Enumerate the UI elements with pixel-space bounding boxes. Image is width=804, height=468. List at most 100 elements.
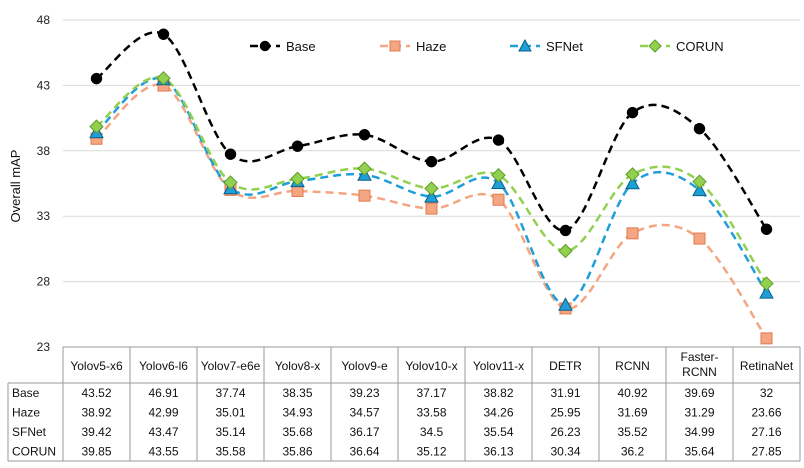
data-point-haze [760, 332, 773, 345]
table-cell: 43.47 [148, 425, 178, 439]
table-cell: 23.66 [751, 405, 781, 419]
data-point-base [760, 223, 773, 236]
y-tick-label: 38 [37, 144, 51, 158]
legend-marker-corun [648, 39, 662, 53]
table-cell: 39.69 [684, 386, 714, 400]
legend-label-haze: Haze [416, 39, 446, 54]
table-row-label-haze: Haze [12, 405, 40, 419]
table-cell: 36.64 [349, 444, 379, 458]
data-point-base [224, 148, 237, 160]
category-label: DETR [549, 359, 582, 373]
legend-marker-base [259, 40, 271, 52]
table-cell: 35.54 [483, 425, 513, 439]
category-label: Yolov11-x [473, 359, 524, 373]
table-cell: 38.35 [282, 386, 312, 400]
series-line-base [95, 31, 768, 232]
category-label: RCNN [615, 359, 650, 373]
data-point-sfnet [491, 175, 506, 189]
category-label: Yolov8-x [275, 359, 321, 373]
table-cell: 35.52 [617, 425, 647, 439]
data-point-corun [625, 167, 640, 182]
category-label: RetinaNet [740, 359, 794, 373]
data-point-haze [693, 232, 706, 245]
table-cell: 46.91 [148, 386, 178, 400]
data-point-sfnet [625, 175, 640, 190]
legend-label-sfnet: SFNet [546, 39, 583, 54]
table-cell: 34.99 [684, 425, 714, 439]
table-cell: 30.34 [550, 444, 580, 458]
table-cell: 36.2 [621, 444, 645, 458]
category-label: Yolov6-l6 [139, 359, 188, 373]
data-point-sfnet [692, 182, 707, 197]
table-row-label-corun: CORUN [12, 444, 56, 458]
y-tick-label: 28 [37, 275, 51, 289]
data-point-corun [156, 70, 171, 86]
category-label: Yolov7-e6e [201, 359, 261, 373]
table-cell: 38.92 [81, 405, 111, 419]
data-table: Yolov5-x6 Yolov6-l6 Yolov7-e6e Yolov8-x Yolo… [7, 346, 801, 462]
data-point-haze [492, 193, 505, 206]
data-point-corun [491, 168, 506, 183]
table-cell: 32 [760, 386, 774, 400]
y-axis-label: Overall mAP [8, 150, 23, 223]
table-cell: 37.74 [215, 386, 245, 400]
y-tick-label: 43 [37, 78, 51, 92]
table-cell: 43.55 [148, 444, 178, 458]
table-cell: 33.58 [416, 405, 446, 419]
table-cell: 35.12 [416, 444, 446, 458]
table-row-label-base: Base [12, 386, 40, 400]
data-point-sfnet [759, 285, 774, 299]
data-point-corun [290, 171, 305, 186]
category-label: Faster- [680, 350, 718, 364]
data-point-base [425, 155, 438, 168]
table-cell: 36.17 [349, 425, 379, 439]
table-cell: 31.29 [684, 405, 714, 419]
table-cell: 38.82 [483, 386, 513, 400]
data-point-base [358, 128, 371, 141]
table-cell: 35.64 [684, 444, 714, 458]
table-cell: 34.5 [420, 425, 444, 439]
legend-label-base: Base [286, 39, 316, 54]
table-cell: 31.91 [550, 386, 580, 400]
data-point-corun [424, 181, 439, 196]
data-point-base [157, 28, 170, 41]
table-cell: 34.93 [282, 405, 312, 419]
data-point-corun [759, 276, 774, 291]
table-cell: 39.42 [81, 425, 111, 439]
table-cell: 42.99 [148, 405, 178, 419]
legend-marker-sfnet [518, 38, 532, 52]
legend-marker-haze [389, 40, 401, 52]
data-point-haze [626, 227, 639, 240]
category-label: Yolov5-x6 [70, 359, 123, 373]
data-point-base [693, 122, 706, 135]
table-cell: 43.52 [81, 386, 111, 400]
table-cell: 25.95 [550, 405, 580, 419]
table-cell: 27.16 [751, 425, 781, 439]
data-point-base [90, 72, 103, 85]
category-label: RCNN [682, 365, 717, 379]
table-cell: 36.13 [483, 444, 513, 458]
table-cell: 37.17 [416, 386, 446, 400]
table-cell: 39.85 [81, 444, 111, 458]
table-cell: 27.85 [751, 444, 781, 458]
data-point-base [626, 106, 639, 119]
legend: Base Haze SFNet CORUN [250, 38, 724, 54]
data-point-haze [425, 202, 438, 215]
y-tick-label: 48 [37, 13, 51, 27]
series-line-sfnet [95, 76, 768, 307]
table-cell: 31.69 [617, 405, 647, 419]
data-point-haze [358, 189, 371, 202]
data-point-base [492, 134, 505, 146]
table-cell: 40.92 [617, 386, 647, 400]
data-point-corun [357, 161, 372, 176]
data-point-corun [223, 175, 238, 190]
legend-label-corun: CORUN [676, 39, 724, 54]
table-cell: 26.23 [550, 425, 580, 439]
data-point-corun [692, 174, 707, 189]
table-cell: 35.86 [282, 444, 312, 458]
y-tick-label: 23 [37, 340, 51, 354]
data-point-sfnet [558, 297, 573, 311]
table-cell: 35.14 [215, 425, 245, 439]
series-line-haze [95, 83, 768, 340]
table-cell: 35.68 [282, 425, 312, 439]
